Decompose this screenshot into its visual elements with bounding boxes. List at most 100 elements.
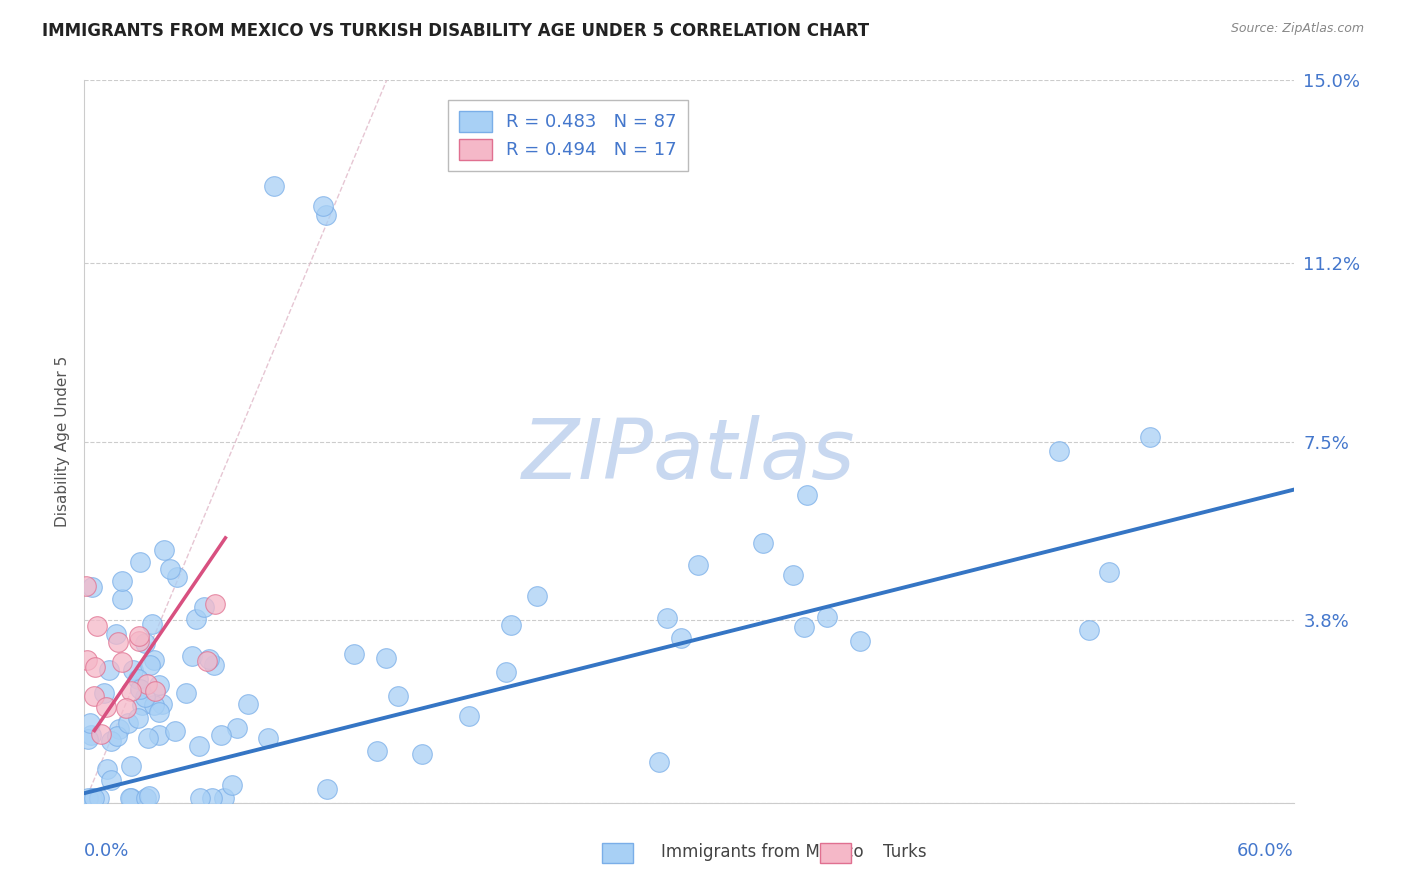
- Point: [75, 579, 97, 593]
- Point: [96, 699, 118, 714]
- Point: [159, 562, 181, 576]
- Point: [128, 629, 150, 643]
- Point: [793, 620, 815, 634]
- Point: [107, 723, 129, 737]
- Point: [131, 698, 153, 712]
- Point: [163, 724, 186, 739]
- Point: [82, 580, 104, 594]
- Point: [499, 618, 522, 632]
- Point: [411, 747, 433, 762]
- Point: [526, 590, 548, 604]
- Point: [127, 672, 149, 686]
- Point: [312, 198, 335, 212]
- Point: [148, 678, 170, 692]
- Point: [138, 789, 160, 803]
- Point: [120, 683, 142, 698]
- Legend: R = 0.483   N = 87, R = 0.494   N = 17: R = 0.483 N = 87, R = 0.494 N = 17: [449, 100, 688, 170]
- Point: [121, 664, 143, 678]
- Text: ZIPatlas: ZIPatlas: [522, 416, 856, 497]
- Point: [209, 728, 232, 742]
- Point: [139, 658, 162, 673]
- Point: [93, 685, 115, 699]
- Point: [815, 610, 838, 624]
- Point: [87, 791, 110, 805]
- Point: [143, 698, 166, 713]
- Point: [128, 556, 150, 570]
- Point: [256, 731, 278, 745]
- Point: [134, 690, 156, 705]
- Point: [107, 635, 129, 649]
- Text: 0.0%: 0.0%: [84, 842, 129, 860]
- Point: [120, 791, 142, 805]
- Point: [495, 665, 517, 680]
- Point: [648, 755, 671, 769]
- Point: [136, 676, 159, 690]
- Point: [204, 597, 226, 611]
- Point: [387, 689, 409, 703]
- Point: [83, 689, 105, 703]
- Point: [315, 208, 337, 222]
- Point: [110, 656, 132, 670]
- Point: [143, 684, 166, 698]
- Point: [1139, 430, 1161, 444]
- Point: [174, 686, 197, 700]
- Text: Source: ZipAtlas.com: Source: ZipAtlas.com: [1230, 22, 1364, 36]
- Point: [104, 627, 127, 641]
- Point: [111, 592, 134, 607]
- Point: [193, 600, 215, 615]
- Point: [195, 654, 218, 668]
- Point: [100, 772, 122, 787]
- Point: [181, 649, 204, 664]
- Point: [150, 697, 173, 711]
- Point: [97, 664, 120, 678]
- Point: [212, 791, 235, 805]
- Point: [76, 653, 98, 667]
- Point: [96, 762, 118, 776]
- Point: [77, 791, 100, 805]
- Point: [128, 633, 150, 648]
- Text: IMMIGRANTS FROM MEXICO VS TURKISH DISABILITY AGE UNDER 5 CORRELATION CHART: IMMIGRANTS FROM MEXICO VS TURKISH DISABI…: [42, 22, 869, 40]
- Point: [752, 536, 775, 550]
- Point: [105, 729, 128, 743]
- Point: [77, 732, 100, 747]
- Point: [1047, 443, 1070, 458]
- Point: [1098, 565, 1121, 579]
- Point: [83, 791, 105, 805]
- Point: [669, 632, 692, 646]
- Point: [263, 179, 285, 194]
- Point: [343, 647, 366, 661]
- Y-axis label: Disability Age Under 5: Disability Age Under 5: [55, 356, 70, 527]
- Point: [134, 636, 156, 650]
- Point: [135, 791, 157, 805]
- Point: [120, 791, 142, 805]
- Point: [84, 660, 107, 674]
- Point: [79, 715, 101, 730]
- Point: [166, 569, 188, 583]
- Point: [153, 542, 176, 557]
- Point: [238, 697, 260, 711]
- Point: [688, 558, 710, 573]
- Point: [184, 612, 207, 626]
- Point: [120, 759, 142, 773]
- Point: [202, 658, 225, 673]
- Point: [86, 618, 108, 632]
- Point: [225, 721, 247, 735]
- Point: [201, 791, 224, 805]
- Point: [187, 739, 209, 753]
- Text: 60.0%: 60.0%: [1237, 842, 1294, 860]
- Text: Turks: Turks: [883, 843, 927, 861]
- Point: [143, 653, 166, 667]
- Point: [655, 610, 678, 624]
- Point: [782, 567, 804, 582]
- Point: [114, 701, 136, 715]
- Point: [366, 743, 388, 757]
- Text: Immigrants from Mexico: Immigrants from Mexico: [661, 843, 863, 861]
- Point: [849, 633, 872, 648]
- Point: [375, 650, 398, 665]
- Point: [796, 488, 818, 502]
- Point: [198, 652, 221, 666]
- Point: [457, 709, 479, 723]
- Point: [90, 727, 112, 741]
- Point: [100, 734, 122, 748]
- Point: [80, 728, 103, 742]
